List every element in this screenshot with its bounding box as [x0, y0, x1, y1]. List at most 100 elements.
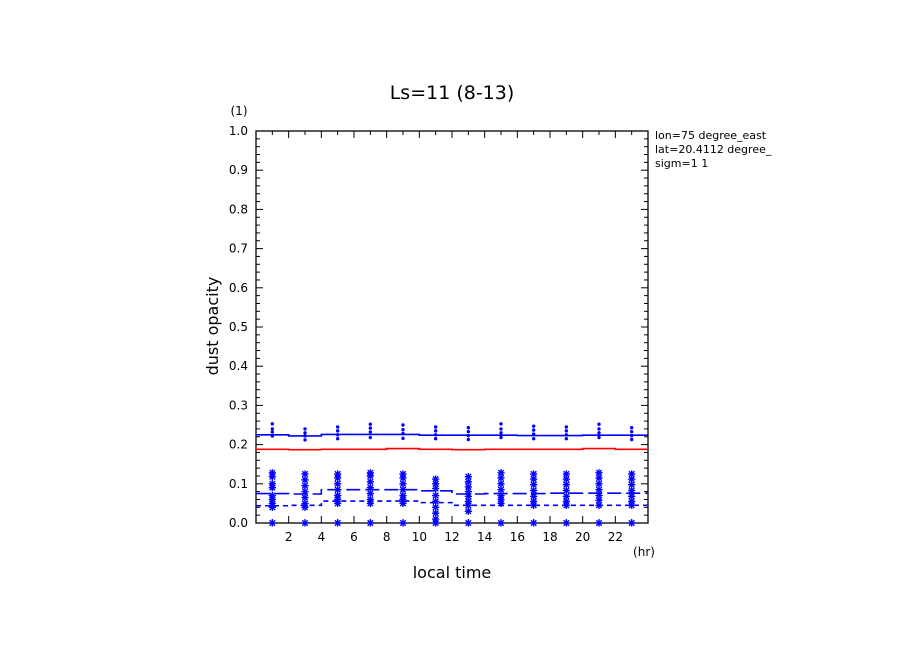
star-stroke	[269, 473, 276, 480]
scatter-point-lower	[366, 499, 374, 507]
scatter-point-lower	[399, 480, 407, 488]
star-stroke	[530, 502, 537, 509]
scatter-point-upper	[499, 422, 503, 426]
scatter-point-upper	[401, 423, 405, 427]
scatter-point-upper	[629, 426, 634, 430]
scatter-point-lower	[595, 519, 603, 527]
star-stroke	[595, 492, 603, 499]
scatter-point-lower	[268, 484, 276, 492]
x-tick-label: 14	[477, 530, 492, 544]
scatter-point-upper	[401, 431, 405, 436]
star-stroke	[530, 519, 537, 527]
star-stroke	[301, 476, 309, 484]
y-axis-label: dust opacity	[203, 277, 222, 376]
star-stroke	[399, 519, 407, 527]
plot-frame	[255, 130, 649, 524]
scatter-point-upper	[335, 437, 340, 441]
scatter-point-upper	[270, 430, 275, 434]
star-stroke	[530, 470, 537, 478]
star-stroke	[465, 519, 472, 527]
x-unit-label: (hr)	[633, 545, 655, 559]
star-stroke	[497, 469, 505, 477]
star-stroke	[530, 475, 537, 483]
star-stroke	[563, 481, 570, 488]
scatter-point-lower	[464, 507, 472, 515]
scatter-point-lower	[530, 501, 538, 509]
scatter-point-lower	[334, 519, 342, 527]
star-stroke	[497, 474, 505, 482]
scatter-point-upper	[564, 429, 569, 433]
y-tick-label: 1.0	[229, 124, 248, 138]
scatter-point-upper	[335, 429, 340, 433]
star-stroke	[334, 474, 341, 482]
x-tick-label: 20	[575, 530, 590, 544]
scatter-point-upper	[531, 432, 536, 436]
scatter-point-lower	[497, 486, 505, 494]
star-stroke	[432, 485, 439, 492]
star-stroke	[432, 498, 439, 505]
scatter-point-upper	[270, 422, 275, 426]
star-stroke	[301, 488, 309, 495]
star-stroke	[367, 500, 374, 507]
star-stroke	[497, 480, 505, 487]
scatter-point-lower	[464, 488, 472, 496]
star-stroke	[334, 486, 341, 493]
star-stroke	[530, 481, 537, 488]
scatter-point-upper	[499, 431, 503, 435]
y-tick-label: 0.8	[229, 202, 248, 216]
scatter-point-upper	[303, 431, 307, 435]
scatter-point-upper	[270, 427, 275, 431]
star-stroke	[367, 484, 374, 491]
y-tick-label: 0.2	[229, 438, 248, 452]
scatter-point-lower	[432, 503, 440, 511]
star-stroke	[497, 519, 505, 527]
star-stroke	[628, 475, 635, 483]
scatter-point-lower	[268, 503, 276, 511]
star-stroke	[563, 519, 570, 527]
star-stroke	[595, 480, 603, 487]
x-tick-label: 6	[350, 530, 358, 544]
scatter-point-upper	[597, 427, 601, 431]
scatter-point-lower	[301, 482, 309, 490]
scatter-point-upper	[433, 425, 438, 429]
x-tick-label: 16	[510, 530, 525, 544]
star-stroke	[432, 519, 439, 527]
star-stroke	[301, 504, 309, 511]
y-tick-label: 0.5	[229, 320, 248, 334]
scatter-point-upper	[466, 426, 471, 430]
star-stroke	[530, 493, 537, 500]
x-axis-label: local time	[413, 563, 492, 582]
y-tick-label: 0.9	[229, 163, 248, 177]
star-stroke	[563, 475, 570, 483]
star-stroke	[465, 488, 472, 495]
star-stroke	[497, 486, 505, 493]
star-stroke	[399, 486, 407, 493]
scatter-point-lower	[530, 519, 538, 527]
scatter-point-lower	[628, 519, 636, 527]
star-stroke	[595, 519, 603, 527]
scatter-point-lower	[497, 469, 505, 477]
x-tick-label: 12	[444, 530, 459, 544]
star-stroke	[595, 502, 603, 509]
scatter-point-upper	[564, 433, 569, 437]
scatter-point-upper	[466, 437, 471, 442]
star-stroke	[269, 519, 276, 527]
y-tick-label: 0.3	[229, 398, 248, 412]
scatter-point-upper	[401, 428, 405, 432]
star-stroke	[301, 519, 309, 527]
scatter-point-upper	[531, 424, 536, 428]
scatter-point-lower	[399, 499, 407, 507]
star-stroke	[269, 504, 276, 511]
star-stroke	[399, 474, 407, 482]
series-line-4	[256, 500, 648, 507]
star-stroke	[301, 482, 309, 489]
series-line-2	[256, 447, 648, 451]
star-stroke	[497, 500, 505, 507]
scatter-point-lower	[464, 478, 472, 486]
info-line-lon: lon=75 degree_east	[655, 129, 767, 142]
star-stroke	[465, 473, 472, 480]
scatter-point-upper	[597, 435, 601, 440]
info-line-sigm: sigm=1 1	[655, 157, 708, 170]
scatter-point-upper	[499, 435, 503, 440]
scatter-point-lower	[334, 486, 342, 494]
